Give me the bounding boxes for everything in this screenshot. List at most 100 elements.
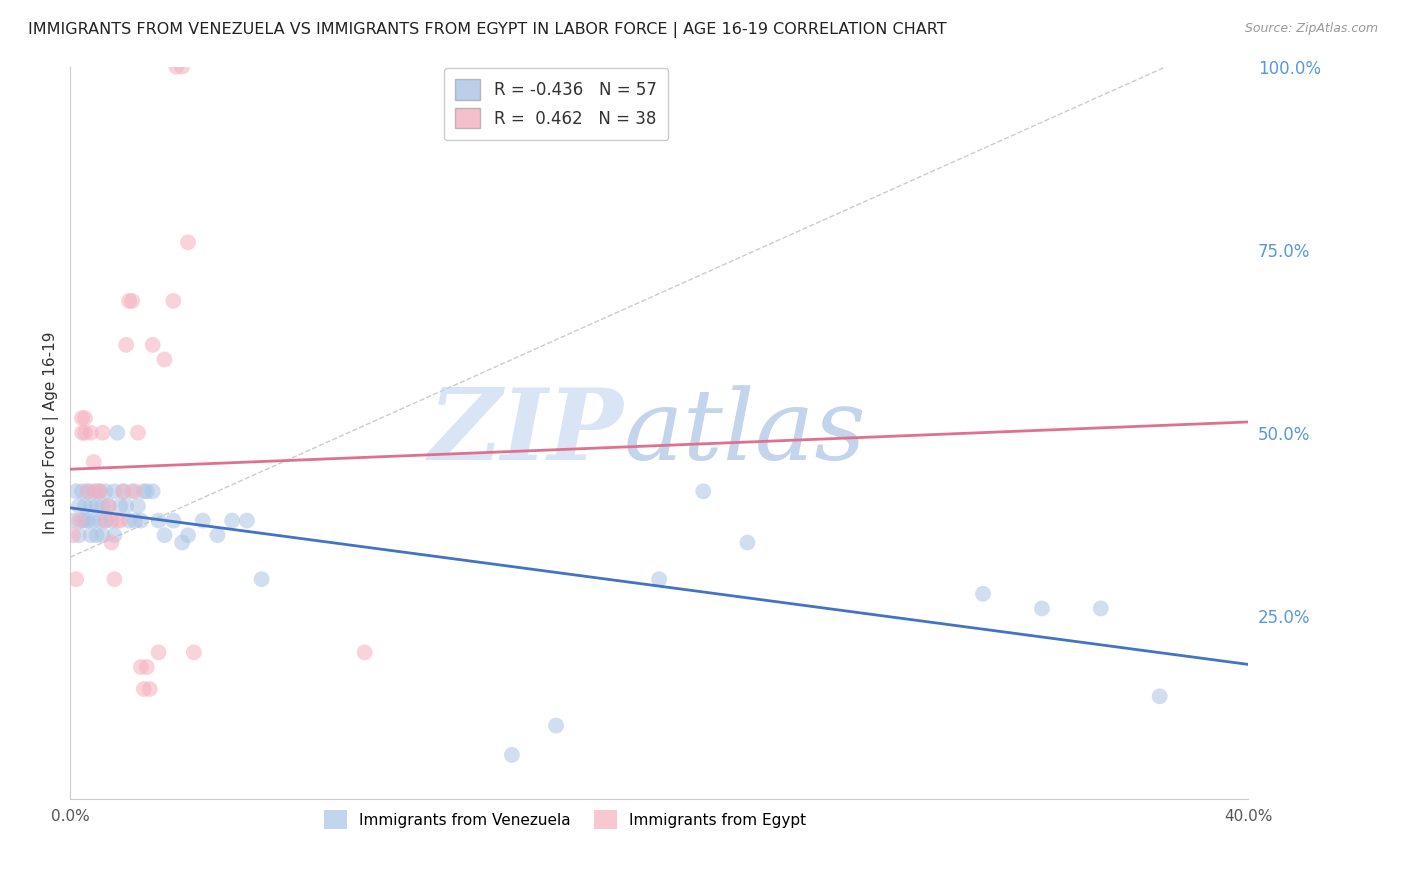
Point bbox=[148, 514, 170, 528]
Point bbox=[67, 514, 90, 528]
Point bbox=[191, 514, 214, 528]
Point bbox=[86, 528, 108, 542]
Point bbox=[73, 411, 96, 425]
Point bbox=[153, 352, 176, 367]
Point bbox=[115, 499, 138, 513]
Point bbox=[221, 514, 243, 528]
Point bbox=[236, 514, 259, 528]
Point bbox=[132, 484, 155, 499]
Point bbox=[89, 514, 111, 528]
Point bbox=[91, 528, 114, 542]
Point bbox=[544, 718, 567, 732]
Point bbox=[97, 499, 120, 513]
Point bbox=[648, 572, 671, 586]
Point bbox=[97, 499, 120, 513]
Point bbox=[77, 484, 100, 499]
Point bbox=[67, 499, 90, 513]
Point bbox=[1149, 690, 1171, 704]
Point bbox=[73, 514, 96, 528]
Point bbox=[105, 425, 128, 440]
Point bbox=[737, 535, 759, 549]
Point bbox=[1031, 601, 1053, 615]
Point bbox=[692, 484, 714, 499]
Point bbox=[94, 514, 117, 528]
Point bbox=[100, 514, 122, 528]
Point bbox=[1090, 601, 1112, 615]
Point bbox=[62, 514, 84, 528]
Point bbox=[172, 535, 194, 549]
Point bbox=[105, 514, 128, 528]
Point bbox=[91, 499, 114, 513]
Point bbox=[501, 747, 523, 762]
Point bbox=[135, 484, 157, 499]
Text: IMMIGRANTS FROM VENEZUELA VS IMMIGRANTS FROM EGYPT IN LABOR FORCE | AGE 16-19 CO: IMMIGRANTS FROM VENEZUELA VS IMMIGRANTS … bbox=[28, 22, 946, 38]
Point bbox=[83, 455, 105, 469]
Point bbox=[162, 514, 184, 528]
Point bbox=[103, 484, 125, 499]
Text: ZIP: ZIP bbox=[429, 384, 624, 481]
Text: Source: ZipAtlas.com: Source: ZipAtlas.com bbox=[1244, 22, 1378, 36]
Point bbox=[80, 528, 103, 542]
Point bbox=[86, 499, 108, 513]
Point bbox=[73, 499, 96, 513]
Legend: Immigrants from Venezuela, Immigrants from Egypt: Immigrants from Venezuela, Immigrants fr… bbox=[318, 805, 813, 835]
Point bbox=[110, 499, 132, 513]
Point bbox=[162, 293, 184, 308]
Point bbox=[86, 484, 108, 499]
Point bbox=[83, 514, 105, 528]
Point bbox=[70, 411, 93, 425]
Point bbox=[207, 528, 229, 542]
Point bbox=[142, 338, 165, 352]
Point bbox=[353, 645, 375, 659]
Point bbox=[110, 514, 132, 528]
Point bbox=[94, 514, 117, 528]
Point bbox=[80, 425, 103, 440]
Point bbox=[121, 293, 143, 308]
Point bbox=[118, 293, 141, 308]
Point bbox=[172, 60, 194, 74]
Point bbox=[83, 484, 105, 499]
Point bbox=[70, 425, 93, 440]
Point bbox=[77, 514, 100, 528]
Point bbox=[73, 425, 96, 440]
Point bbox=[177, 528, 200, 542]
Point bbox=[112, 484, 135, 499]
Point bbox=[115, 338, 138, 352]
Point bbox=[70, 484, 93, 499]
Point bbox=[124, 514, 146, 528]
Point bbox=[138, 681, 160, 696]
Point bbox=[121, 484, 143, 499]
Point bbox=[127, 499, 149, 513]
Point bbox=[70, 514, 93, 528]
Point bbox=[148, 645, 170, 659]
Point bbox=[118, 514, 141, 528]
Point bbox=[183, 645, 205, 659]
Point bbox=[165, 60, 187, 74]
Point bbox=[250, 572, 273, 586]
Point bbox=[62, 528, 84, 542]
Point bbox=[103, 528, 125, 542]
Point bbox=[132, 681, 155, 696]
Point bbox=[135, 660, 157, 674]
Point bbox=[65, 572, 87, 586]
Point bbox=[142, 484, 165, 499]
Point bbox=[89, 484, 111, 499]
Point bbox=[129, 660, 152, 674]
Point bbox=[80, 499, 103, 513]
Point bbox=[77, 484, 100, 499]
Y-axis label: In Labor Force | Age 16-19: In Labor Force | Age 16-19 bbox=[44, 332, 59, 534]
Point bbox=[91, 425, 114, 440]
Point bbox=[65, 484, 87, 499]
Point bbox=[124, 484, 146, 499]
Point bbox=[89, 484, 111, 499]
Point bbox=[112, 484, 135, 499]
Point bbox=[972, 587, 994, 601]
Point bbox=[129, 514, 152, 528]
Point bbox=[94, 484, 117, 499]
Point bbox=[127, 425, 149, 440]
Point bbox=[67, 528, 90, 542]
Point bbox=[177, 235, 200, 250]
Point bbox=[100, 535, 122, 549]
Point bbox=[153, 528, 176, 542]
Point bbox=[103, 572, 125, 586]
